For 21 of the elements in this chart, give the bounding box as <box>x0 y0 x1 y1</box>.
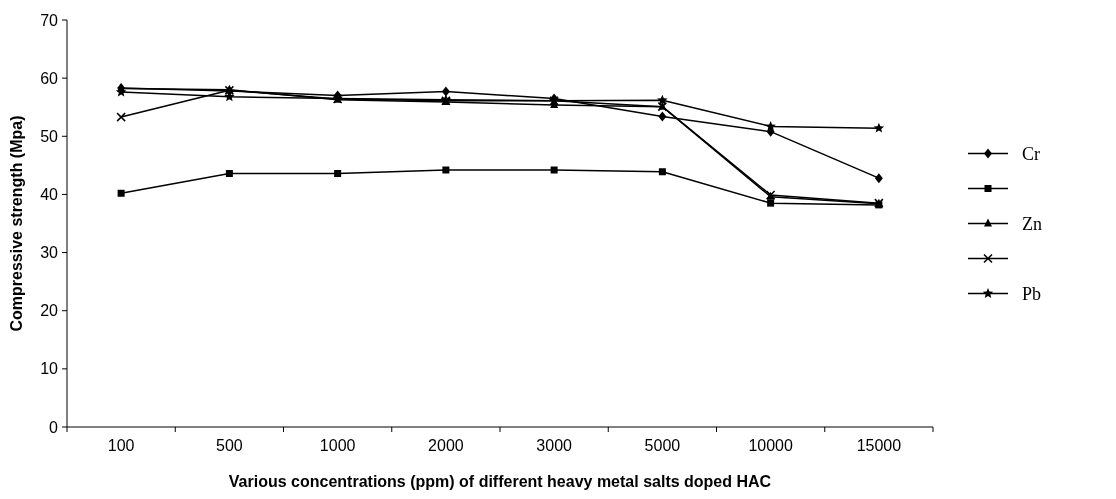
y-tick-label: 10 <box>40 360 59 378</box>
y-tick-label: 60 <box>40 69 59 87</box>
y-tick-label: 40 <box>40 186 59 204</box>
x-axis-title: Various concentrations (ppm) of different heavy metal salts doped HAC <box>228 473 772 490</box>
x-tick-label: 3000 <box>536 437 573 454</box>
x-tick-label: 2000 <box>428 437 464 454</box>
y-axis-title: Compressive strength (Mpa) <box>8 115 25 332</box>
y-tick-label: 30 <box>40 244 59 262</box>
legend-label: Pb <box>1022 283 1042 304</box>
y-tick-label: 50 <box>40 127 59 145</box>
x-tick-label: 1000 <box>319 437 356 454</box>
x-tick-label: 15000 <box>856 437 902 454</box>
x-tick-label: 500 <box>216 437 243 454</box>
legend-label: Zn <box>1022 213 1042 234</box>
x-tick-label: 10000 <box>748 437 793 454</box>
y-tick-label: 0 <box>49 418 59 436</box>
legend-label: Cr <box>1022 143 1041 164</box>
x-tick-label: 100 <box>107 437 135 454</box>
y-tick-label: 70 <box>40 11 59 29</box>
x-tick-label: 5000 <box>644 437 681 454</box>
y-tick-label: 20 <box>40 302 59 320</box>
